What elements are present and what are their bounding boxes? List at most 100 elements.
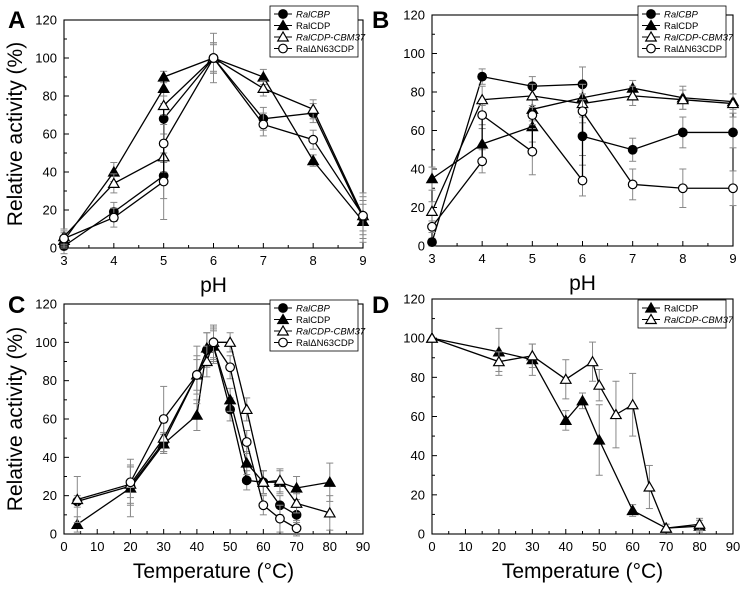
panel-label: C <box>8 292 25 319</box>
x-tick-label: 60 <box>256 539 270 554</box>
data-point <box>577 175 588 186</box>
data-point <box>643 480 656 492</box>
data-point <box>291 523 302 534</box>
y-tick-label: 120 <box>35 13 57 28</box>
series-line <box>63 56 364 240</box>
x-tick-label: 80 <box>692 539 706 554</box>
data-point <box>158 414 169 424</box>
legend-marker <box>644 19 658 31</box>
x-tick-label: 30 <box>525 539 539 554</box>
x-tick-label: 9 <box>359 253 366 268</box>
legend-label-ralcbp: RalCBP <box>296 10 330 21</box>
data-point <box>358 210 368 221</box>
data-point <box>157 99 170 111</box>
x-tick-label: 90 <box>726 539 740 554</box>
legend-marker <box>646 9 656 19</box>
x-tick-label: 3 <box>60 253 67 268</box>
y-tick-label: 80 <box>411 370 425 385</box>
panel-a: 0 20 40 60 80 100 120 3 4 5 6 7 8 9 pH Relative activit… <box>4 5 370 297</box>
series-line <box>431 87 734 180</box>
data-point <box>609 408 623 420</box>
legend-label-ralcdp-cbm37: RalCDP-CBM37 <box>296 327 366 338</box>
data-point <box>427 221 437 232</box>
x-tick-label: 6 <box>210 253 217 268</box>
data-point <box>586 355 599 367</box>
x-tick-label: 50 <box>223 539 237 554</box>
data-point <box>157 82 170 94</box>
y-tick-label: 100 <box>35 335 57 350</box>
data-point <box>241 437 252 447</box>
data-point <box>158 176 169 187</box>
data-point <box>258 119 269 130</box>
data-point <box>258 500 269 511</box>
data-point <box>425 331 439 343</box>
data-point <box>70 518 84 530</box>
legend-marker <box>276 30 290 42</box>
data-point <box>107 177 121 188</box>
legend-marker <box>646 43 656 54</box>
data-point <box>70 493 84 505</box>
legend-marker <box>644 30 658 42</box>
data-point <box>559 373 573 384</box>
panel-label: D <box>372 292 389 319</box>
x-tick-label: 10 <box>458 539 472 554</box>
x-tick-label: 90 <box>356 539 370 554</box>
series-line <box>431 109 733 228</box>
data-point <box>477 71 488 82</box>
series-line <box>63 56 364 247</box>
data-point <box>59 233 69 244</box>
y-axis-title: Relative activity (%) <box>4 327 27 511</box>
legend-label-raldeltan63cdp: RalΔN63CDP <box>664 44 722 55</box>
x-tick-label: 0 <box>60 539 67 554</box>
legend-label-ralcdp: RalCDP <box>664 21 698 32</box>
y-tick-label: 120 <box>403 292 425 307</box>
data-point <box>190 408 204 420</box>
legend-label-raldeltan63cdp: RalΔN63CDP <box>296 44 354 55</box>
data-point <box>308 134 319 145</box>
data-point <box>223 393 237 405</box>
data-point <box>158 138 169 149</box>
y-tick-label: 80 <box>43 373 57 388</box>
y-tick-label: 40 <box>411 448 425 463</box>
series-line <box>129 341 297 529</box>
data-point <box>323 506 337 518</box>
x-tick-label: 5 <box>160 253 167 268</box>
x-tick-label: 40 <box>190 539 204 554</box>
x-tick-label: 3 <box>428 251 435 266</box>
x-tick-label: 70 <box>659 539 673 554</box>
legend-marker <box>278 337 288 348</box>
data-point <box>728 183 738 194</box>
x-axis-title: Temperature (°C) <box>133 560 294 583</box>
legend-label-raldeltan63cdp: RalΔN63CDP <box>296 338 354 349</box>
data-point <box>157 70 170 82</box>
y-tick-label: 60 <box>43 412 57 427</box>
y-tick-label: 60 <box>43 127 57 142</box>
data-point <box>241 475 252 486</box>
data-point <box>475 93 489 105</box>
data-point <box>592 433 606 445</box>
series-ralcdp <box>425 327 706 533</box>
data-point <box>659 521 673 533</box>
y-tick-label: 0 <box>50 241 57 256</box>
x-tick-label: 5 <box>529 251 536 266</box>
x-axis-title: Temperature (°C) <box>502 560 663 583</box>
x-tick-label: 6 <box>579 251 586 266</box>
data-point <box>425 172 439 184</box>
x-axis-title: pH <box>200 274 227 297</box>
legend-label-ralcbp: RalCBP <box>296 304 330 315</box>
data-point <box>592 378 606 390</box>
series-raldeltan63cdp <box>59 32 368 247</box>
legend-label-ralcdp-cbm37: RalCDP-CBM37 <box>296 33 366 44</box>
data-point <box>290 497 303 508</box>
data-point <box>492 355 506 367</box>
x-tick-label: 7 <box>629 251 636 266</box>
series-line <box>63 57 364 241</box>
x-tick-label: 8 <box>679 251 686 266</box>
y-tick-label: 20 <box>43 203 57 218</box>
data-point <box>693 518 706 529</box>
data-point <box>477 110 488 120</box>
legend-marker <box>278 303 288 313</box>
legend-marker <box>278 9 288 19</box>
